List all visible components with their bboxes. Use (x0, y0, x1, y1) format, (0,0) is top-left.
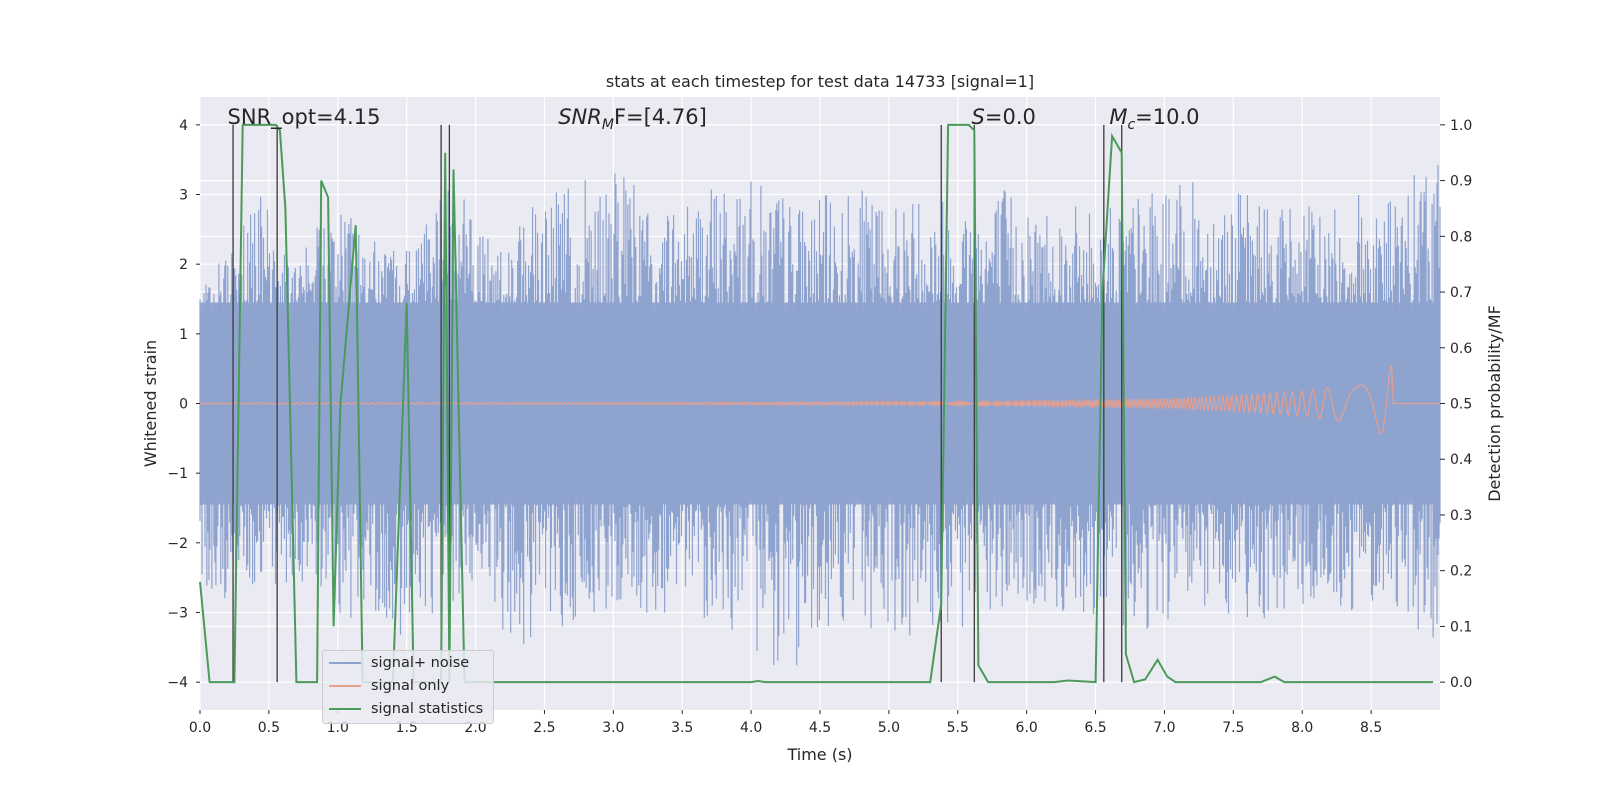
y-tick-label: 0 (179, 397, 188, 413)
y2-tick-label: 0.5 (1450, 397, 1472, 413)
y2-tick-label: 0.9 (1450, 174, 1472, 190)
annotation-text: SNRMF=[4.76] (558, 105, 707, 133)
x-tick-label: 0.5 (258, 720, 280, 736)
x-tick-label: 7.0 (1153, 720, 1175, 736)
x-tick-label: 5.5 (947, 720, 969, 736)
legend-item-signal-statistics: signal statistics (329, 698, 483, 720)
x-tick-label: 0.0 (189, 720, 211, 736)
legend-label-signal-only: signal only (371, 678, 450, 694)
series-signal-statistics (199, 123, 1434, 684)
x-tick-label: 2.5 (533, 720, 555, 736)
x-tick-label: 4.5 (809, 720, 831, 736)
x-tick-label: 8.0 (1291, 720, 1313, 736)
x-tick-label: 6.0 (1016, 720, 1038, 736)
y2-axis-label: Detection probability/MF (1485, 305, 1504, 502)
chart-title: stats at each timestep for test data 147… (606, 72, 1034, 91)
y2-tick-label: 0.3 (1450, 508, 1472, 524)
y-tick-label: 1 (179, 327, 188, 343)
y2-tick-label: 0.4 (1450, 452, 1472, 468)
series-signal-only (199, 364, 1440, 434)
legend-swatch-signal-noise (329, 662, 361, 664)
y-tick-label: 2 (179, 257, 188, 273)
legend-item-signal-noise: signal+ noise (329, 652, 469, 674)
chart-legend: signal+ noise signal only signal statist… (322, 650, 494, 724)
y-tick-label: −2 (167, 536, 188, 552)
x-tick-label: 1.0 (327, 720, 349, 736)
x-tick-label: 8.5 (1360, 720, 1382, 736)
y-axis-label: Whitened strain (141, 340, 160, 467)
x-tick-label: 2.0 (464, 720, 486, 736)
x-tick-label: 1.5 (396, 720, 418, 736)
x-tick-label: 6.5 (1084, 720, 1106, 736)
annotation-text: SNR_opt=4.15 (228, 105, 381, 130)
x-tick-label: 7.5 (1222, 720, 1244, 736)
y-tick-label: 3 (179, 188, 188, 204)
y-tick-label: −3 (167, 605, 188, 621)
y2-tick-label: 0.2 (1450, 564, 1472, 580)
legend-swatch-signal-statistics (329, 708, 361, 710)
y2-tick-label: 0.6 (1450, 341, 1472, 357)
y-tick-label: −1 (167, 466, 188, 482)
x-tick-label: 3.0 (602, 720, 624, 736)
annotation-text: S=0.0 (972, 105, 1036, 129)
y2-tick-label: 0.0 (1450, 675, 1472, 691)
legend-swatch-signal-only (329, 685, 361, 687)
x-tick-label: 4.0 (740, 720, 762, 736)
y-tick-label: 4 (179, 118, 188, 134)
y2-tick-label: 0.1 (1450, 619, 1472, 635)
y-tick-label: −4 (167, 675, 188, 691)
legend-label-signal-statistics: signal statistics (371, 701, 484, 717)
legend-item-signal-only: signal only (329, 675, 449, 697)
y2-tick-label: 0.8 (1450, 229, 1472, 245)
x-tick-label: 5.0 (878, 720, 900, 736)
annotation-text: Mc=10.0 (1109, 105, 1199, 133)
y2-tick-label: 1.0 (1450, 118, 1472, 134)
legend-label-signal-noise: signal+ noise (371, 655, 470, 671)
y2-tick-label: 0.7 (1450, 285, 1472, 301)
x-tick-label: 3.5 (671, 720, 693, 736)
x-axis-label: Time (s) (786, 745, 852, 764)
